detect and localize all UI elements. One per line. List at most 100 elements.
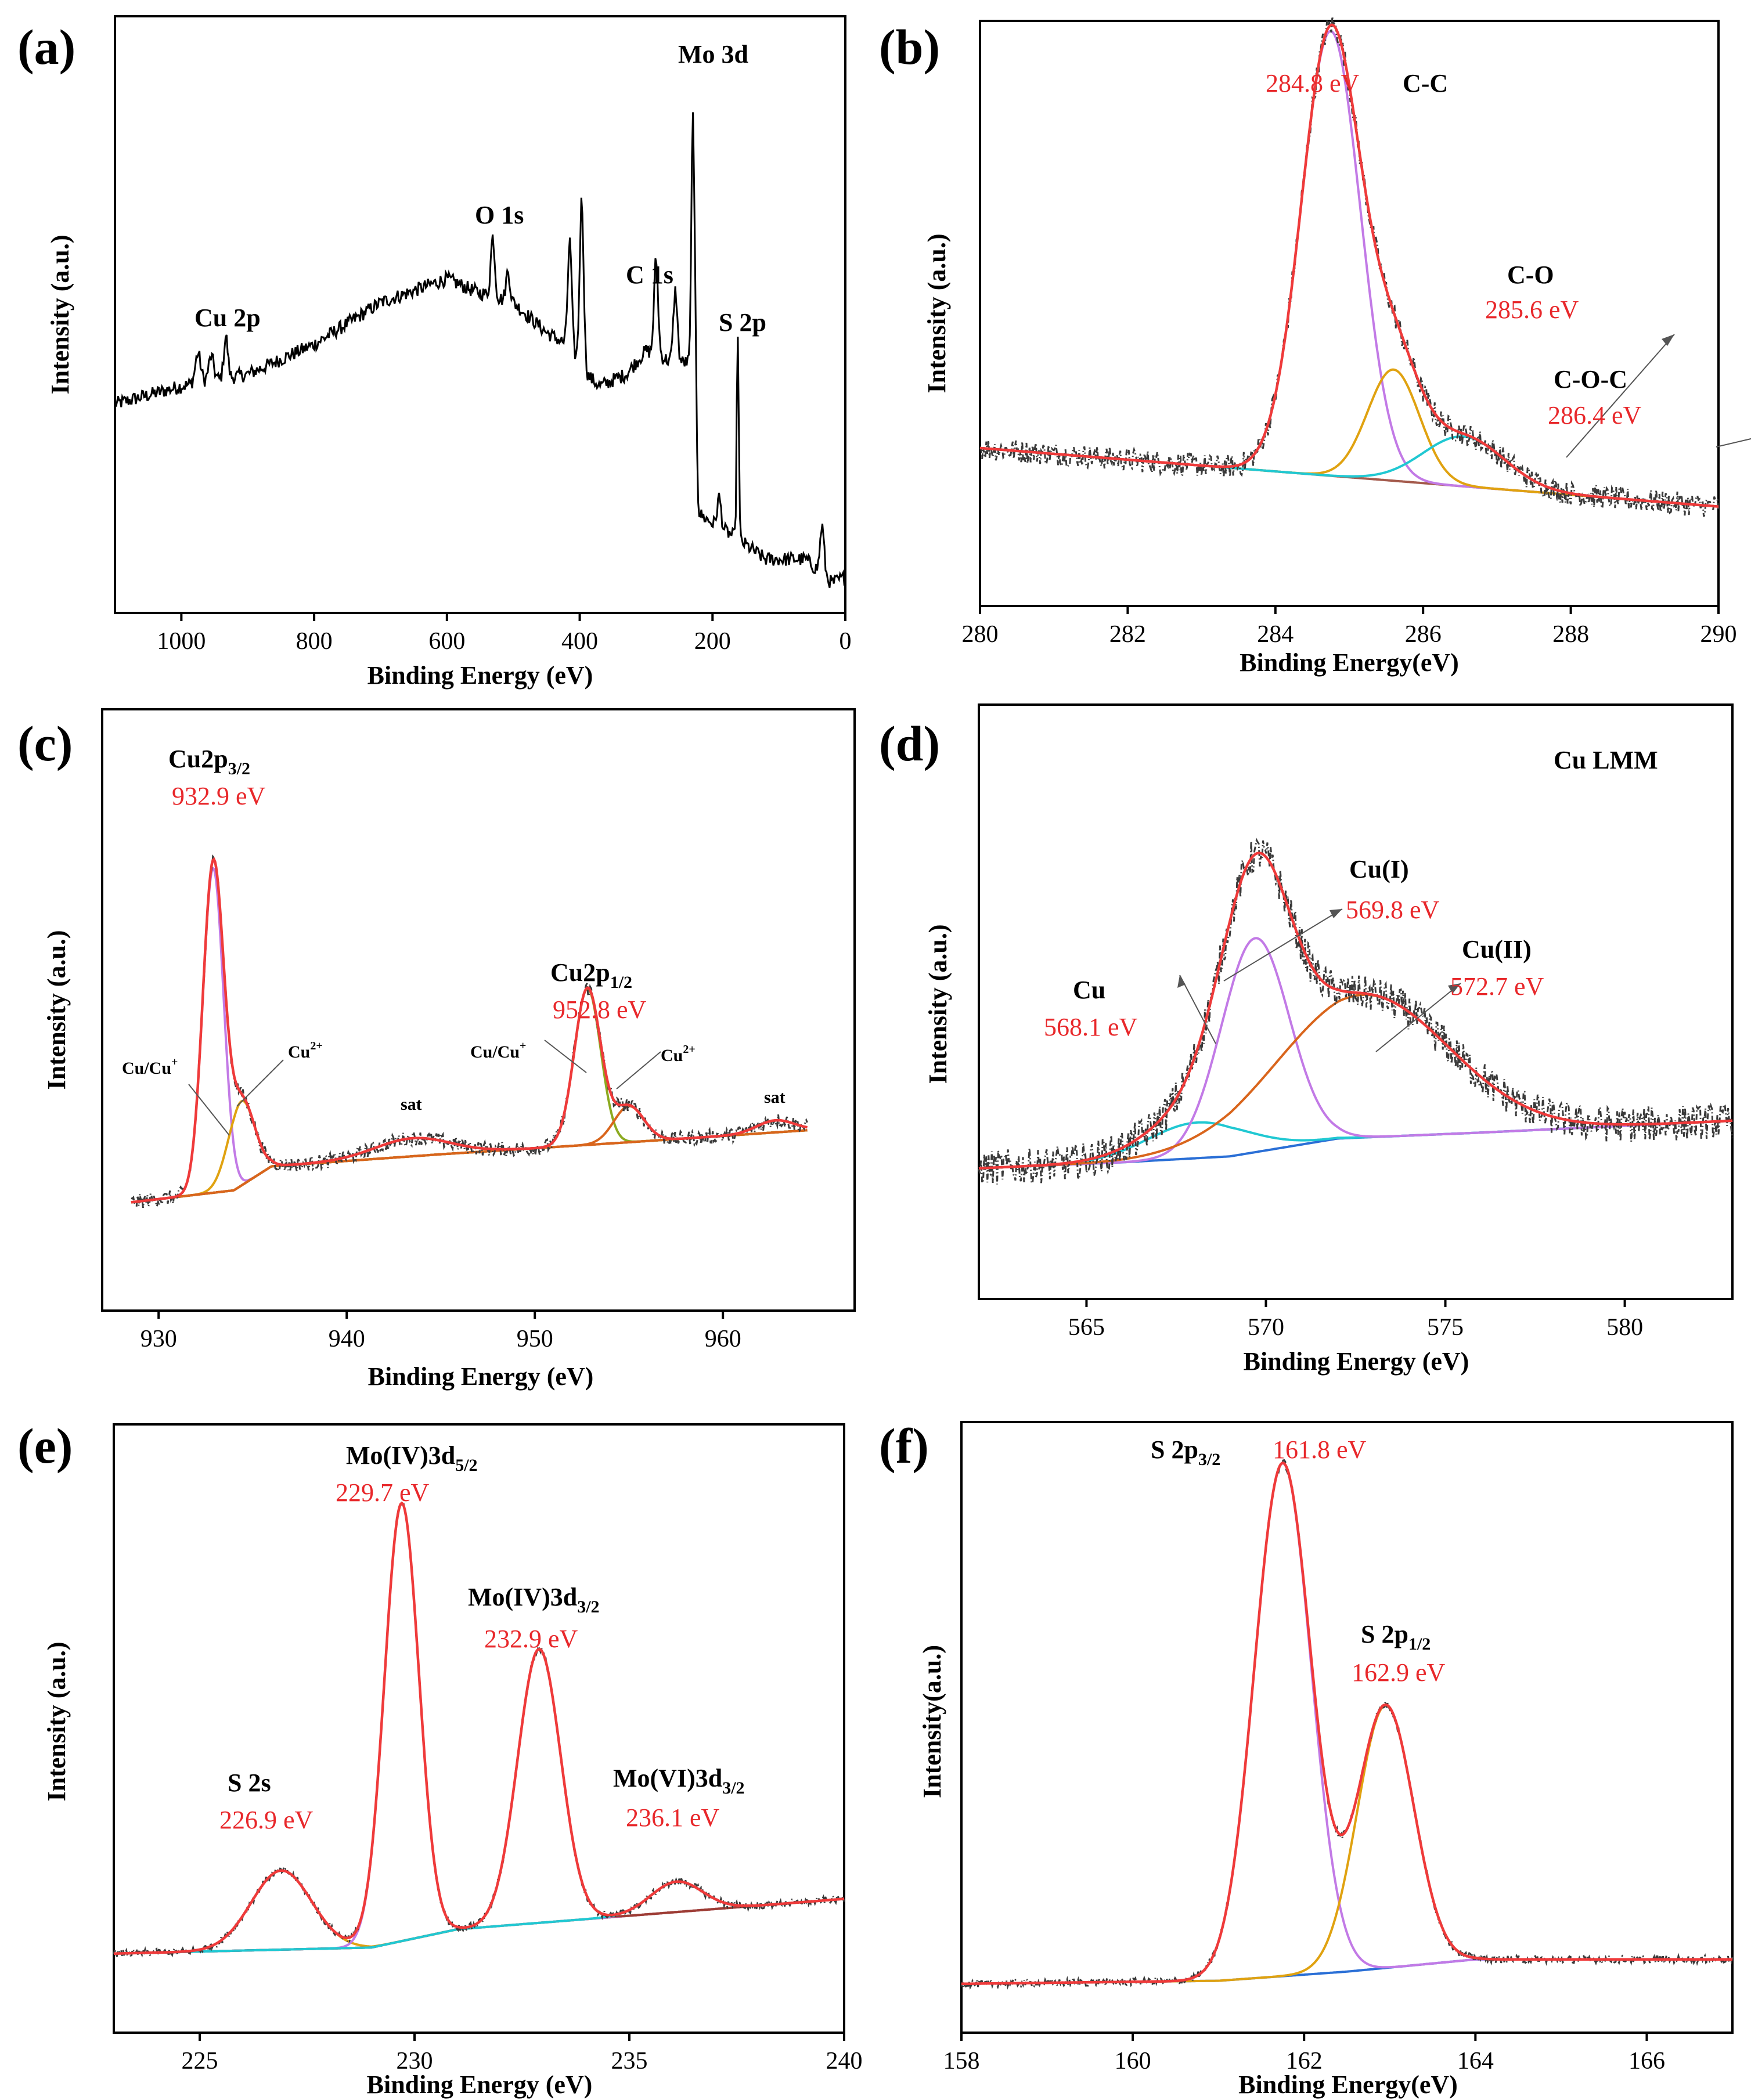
x-axis-ticks: 565 570 575 580 (1068, 1299, 1643, 1341)
x-tick-label: 288 (1552, 621, 1589, 648)
plot-frame (114, 15, 846, 614)
x-tick-label: 164 (1457, 2048, 1494, 2074)
annotation-sat-2: sat (764, 1088, 786, 1107)
x-tick-label: 400 (561, 628, 598, 655)
arrow-line (616, 1051, 661, 1089)
component-peak-line (113, 1869, 845, 1955)
annotation-coc-energy: 286.4 eV (1548, 401, 1642, 430)
spectrum-curves (979, 16, 1720, 517)
x-tick-label: 950 (517, 1326, 553, 1352)
annotation-cu-energy: 568.1 eV (1044, 1013, 1138, 1041)
plot-frame (113, 1423, 845, 2034)
annotation-cu-ii-energy: 572.7 eV (1450, 972, 1544, 1001)
raw-data-line (960, 1459, 1734, 1990)
x-tick-label: 200 (694, 628, 731, 655)
annotation-cu2plus-1: Cu2+ (288, 1040, 323, 1062)
panel-label: (a) (17, 19, 75, 75)
annotation-arrows (188, 1040, 661, 1136)
x-tick-label: 235 (611, 2048, 648, 2074)
x-axis-ticks: 930 940 950 960 (140, 1311, 741, 1352)
annotation-mo-iv-3d32-energy: 232.9 eV (484, 1625, 578, 1653)
panel-f-s2p-spectrum: (f) 158 160 162 164 166 S 2p3/2 161.8 eV S 2… (879, 1418, 1734, 2099)
arrow-line (236, 1059, 284, 1107)
annotation-cu2p32-label: Cu2p3/2 (168, 745, 250, 778)
x-tick-label: 284 (1257, 621, 1294, 648)
panel-label: (b) (879, 19, 940, 75)
y-axis-label: Intensity(a.u.) (918, 1645, 946, 1798)
arrow-line (188, 1084, 230, 1136)
x-axis-label: Binding Energy(eV) (1240, 648, 1459, 677)
x-tick-label: 160 (1115, 2048, 1151, 2074)
spectrum-curves (131, 854, 808, 1210)
annotation-s2p12-energy: 162.9 eV (1352, 1658, 1446, 1687)
component-peak-line (131, 987, 808, 1204)
component-peak-line (979, 435, 1719, 508)
annotation-cu-i-label: Cu(I) (1349, 855, 1409, 883)
annotation-mo-iv-3d52-energy: 229.7 eV (336, 1478, 430, 1507)
arrow-cu-ii-head (1448, 983, 1461, 994)
plot-frame (960, 1421, 1734, 2034)
arrow-cu-i-line (1223, 908, 1343, 982)
x-tick-label: 580 (1606, 1314, 1643, 1341)
raw-data-line (113, 1502, 845, 1959)
annotation-s2s-label: S 2s (228, 1769, 271, 1797)
panel-label: (d) (879, 716, 940, 771)
arrow-c-o-head (1662, 334, 1674, 346)
x-tick-label: 166 (1628, 2048, 1665, 2074)
fit-envelope-line (961, 1462, 1732, 1986)
raw-data-line (131, 854, 808, 1210)
x-tick-label: 570 (1248, 1314, 1284, 1341)
x-tick-label: 940 (329, 1326, 365, 1352)
annotation-cc-label: C-C (1403, 69, 1448, 98)
annotation-cu-cu-plus-2: Cu/Cu+ (470, 1040, 526, 1062)
annotation-cu-ii-label: Cu(II) (1462, 935, 1532, 964)
annotation-s2p32-energy: 161.8 eV (1273, 1435, 1367, 1464)
panel-a-survey-spectrum: (a) 1000 800 600 400 200 0 Binding Energy (eV… (17, 15, 852, 690)
panel-label: (e) (17, 1418, 73, 1474)
x-axis-label: Binding Energy(eV) (1238, 2070, 1458, 2099)
annotation-mo3d: Mo 3d (678, 40, 748, 68)
x-axis-label: Binding Energy (eV) (367, 2070, 593, 2099)
plot-frame (101, 708, 856, 1312)
annotation-cu2p32-energy: 932.9 eV (172, 782, 266, 810)
annotation-cu-i-energy: 569.8 eV (1346, 896, 1440, 924)
x-axis-ticks: 225 230 235 240 (182, 2033, 863, 2074)
x-axis-ticks: 1000 800 600 400 200 0 (157, 613, 852, 655)
x-tick-label: 600 (428, 628, 465, 655)
component-peak-line (961, 1704, 1732, 1985)
annotation-cu-cu-plus-1: Cu/Cu+ (122, 1056, 178, 1078)
x-tick-label: 960 (705, 1326, 741, 1352)
annotation-cc-energy: 284.8 eV (1266, 69, 1360, 98)
annotation-s2p12-label: S 2p1/2 (1361, 1620, 1431, 1654)
y-axis-label: Intensity (a.u.) (923, 233, 951, 393)
x-tick-label: 158 (943, 2048, 980, 2074)
annotation-arrows (1177, 908, 1461, 1052)
x-tick-label: 162 (1286, 2048, 1323, 2074)
arrow-cu-ii-line (1375, 983, 1461, 1052)
annotation-c1s: C 1s (626, 261, 673, 289)
x-tick-label: 286 (1405, 621, 1442, 648)
panel-b-c1s-spectrum: (b) 280 282 284 286 288 290 284.8 eV C-C C-O … (879, 16, 1751, 677)
annotation-mo-vi-3d32-energy: 236.1 eV (626, 1803, 720, 1832)
background-line (961, 1958, 1732, 1985)
plot-frame (979, 20, 1720, 607)
x-tick-label: 930 (140, 1326, 177, 1352)
annotation-co-energy: 285.6 eV (1485, 295, 1579, 324)
raw-data-line (978, 838, 1734, 1186)
arrow-cu-head (1177, 975, 1186, 988)
spectrum-curves (113, 1501, 845, 1959)
component-peak-line (979, 30, 1719, 508)
x-tick-label: 230 (397, 2048, 433, 2074)
arrow-cu-i-head (1330, 909, 1342, 918)
annotation-coc-label: C-O-C (1554, 365, 1627, 394)
panel-d-cu-lmm-spectrum: (d) 565 570 575 580 Cu LMM Cu(I) 569.8 eV C… (879, 703, 1734, 1376)
component-peak-line (113, 1502, 845, 1955)
x-tick-label: 240 (826, 2048, 863, 2074)
arrow-cu-line (1179, 975, 1216, 1044)
y-axis-label: Intensity (a.u.) (924, 924, 952, 1084)
annotation-cu2plus-2: Cu2+ (661, 1043, 696, 1065)
annotation-cu-label: Cu (1073, 976, 1105, 1004)
x-tick-label: 282 (1109, 621, 1146, 648)
annotation-s2s-energy: 226.9 eV (219, 1806, 314, 1834)
component-peak-line (113, 1648, 845, 1955)
